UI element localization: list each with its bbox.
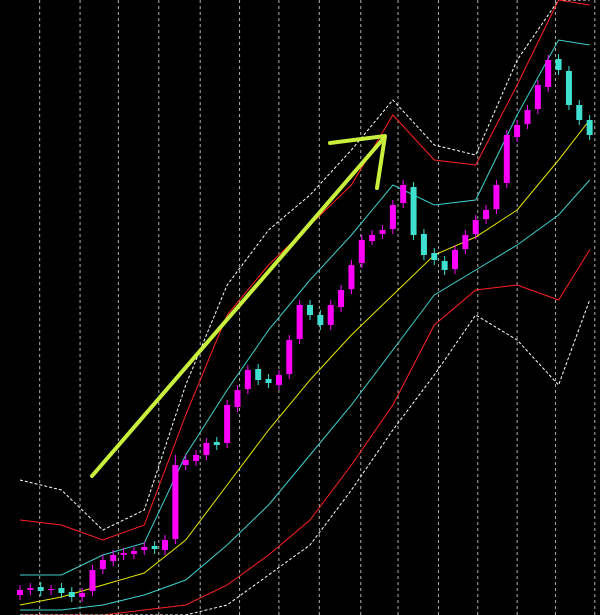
candle-body — [524, 110, 531, 124]
candle-body — [420, 234, 427, 255]
candle-body — [79, 593, 86, 597]
candle-body — [172, 465, 179, 539]
band-line — [19, 119, 591, 606]
candle-body — [338, 290, 345, 307]
candle-body — [203, 443, 210, 455]
candle-body — [369, 235, 376, 241]
band-line — [19, 179, 591, 611]
candle-body — [317, 315, 324, 325]
candle-body — [68, 592, 75, 597]
candle-body — [410, 187, 417, 235]
candle-body — [89, 570, 96, 591]
candle-body — [16, 590, 23, 595]
candle-body — [234, 390, 241, 407]
candle-body — [48, 589, 55, 590]
candle-body — [224, 405, 231, 443]
candle-body — [110, 555, 117, 561]
candle-body — [275, 375, 282, 385]
candle-body — [193, 455, 200, 461]
candle-body — [462, 235, 469, 249]
candle-body — [120, 553, 127, 555]
bands — [19, 0, 591, 615]
candle-body — [151, 546, 158, 549]
candle-body — [586, 120, 593, 135]
candles — [16, 54, 593, 602]
band-line — [19, 0, 590, 531]
band-line — [19, 249, 591, 615]
candle-body — [37, 587, 44, 591]
candle-body — [244, 370, 251, 389]
candle-body — [213, 442, 220, 445]
candle-body — [534, 85, 541, 109]
candle-body — [130, 551, 137, 554]
candle-body — [161, 540, 168, 550]
trend-arrow — [90, 134, 387, 478]
grid — [39, 0, 596, 615]
candle-body — [379, 230, 386, 234]
candle-body — [327, 305, 334, 325]
band-line — [19, 39, 590, 576]
candle-body — [141, 547, 148, 550]
candle-body — [306, 305, 313, 315]
candle-body — [441, 261, 448, 270]
candle-body — [27, 588, 34, 590]
candle-body — [99, 560, 106, 569]
candle-body — [503, 135, 510, 183]
candle-body — [265, 379, 272, 383]
arrow-head — [328, 134, 387, 190]
candle-body — [296, 305, 303, 339]
candle-body — [576, 105, 583, 120]
candle-body — [493, 185, 500, 209]
candle-body — [555, 59, 562, 70]
candle-body — [514, 125, 521, 137]
candle-body — [483, 210, 490, 219]
candle-body — [358, 240, 365, 263]
band-line — [19, 299, 591, 615]
candle-body — [286, 340, 293, 374]
candle-body — [182, 460, 189, 465]
candle-body — [255, 369, 262, 380]
candle-body — [58, 588, 65, 593]
candle-body — [400, 185, 407, 203]
candle-body — [565, 71, 572, 105]
candle-body — [472, 220, 479, 234]
arrow-shaft — [90, 137, 385, 478]
candle-body — [451, 250, 458, 269]
candle-body — [545, 60, 552, 87]
candle-body — [431, 253, 438, 260]
candle-body — [389, 205, 396, 229]
candle-body — [348, 265, 355, 289]
